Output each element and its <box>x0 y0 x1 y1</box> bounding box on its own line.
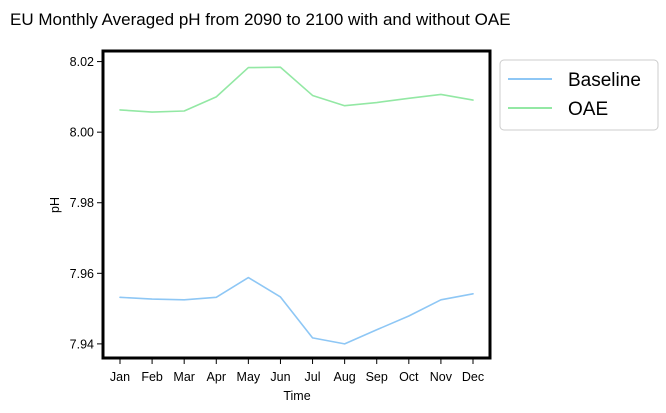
plot-area: Jan Feb Mar Apr May Jun Jul Aug Sep Oct Nov Dec 7.94… <box>70 49 492 384</box>
legend-box <box>499 59 659 131</box>
x-tick-label: Jun <box>270 370 290 384</box>
y-axis-label: pH <box>48 197 62 213</box>
x-axis-label: Time <box>283 389 310 403</box>
legend: Baseline OAE <box>499 59 659 131</box>
x-tick-label: Apr <box>207 370 226 384</box>
y-tick-label: 7.98 <box>70 196 94 210</box>
x-tick-label: Aug <box>334 370 356 384</box>
x-tick-label: Jan <box>110 370 130 384</box>
y-tick-label: 7.94 <box>70 337 94 351</box>
x-tick-label: May <box>237 370 261 384</box>
y-tick-label: 8.02 <box>70 55 94 69</box>
series-line-baseline <box>119 276 474 345</box>
y-tick-label: 8.00 <box>70 126 94 140</box>
legend-label-baseline: Baseline <box>568 70 641 91</box>
plot-frame <box>101 49 492 360</box>
y-tick-label: 7.96 <box>70 267 94 281</box>
x-tick-label: Dec <box>462 370 484 384</box>
x-tick-label: Jul <box>305 370 321 384</box>
series-line-oae <box>119 66 474 113</box>
x-tick-label: Sep <box>366 370 388 384</box>
x-tick-label: Mar <box>173 370 195 384</box>
x-tick-label: Oct <box>399 370 419 384</box>
chart-title: EU Monthly Averaged pH from 2090 to 2100… <box>10 10 511 29</box>
x-tick-label: Feb <box>141 370 163 384</box>
x-tick-label: Nov <box>430 370 453 384</box>
legend-label-oae: OAE <box>568 99 608 120</box>
